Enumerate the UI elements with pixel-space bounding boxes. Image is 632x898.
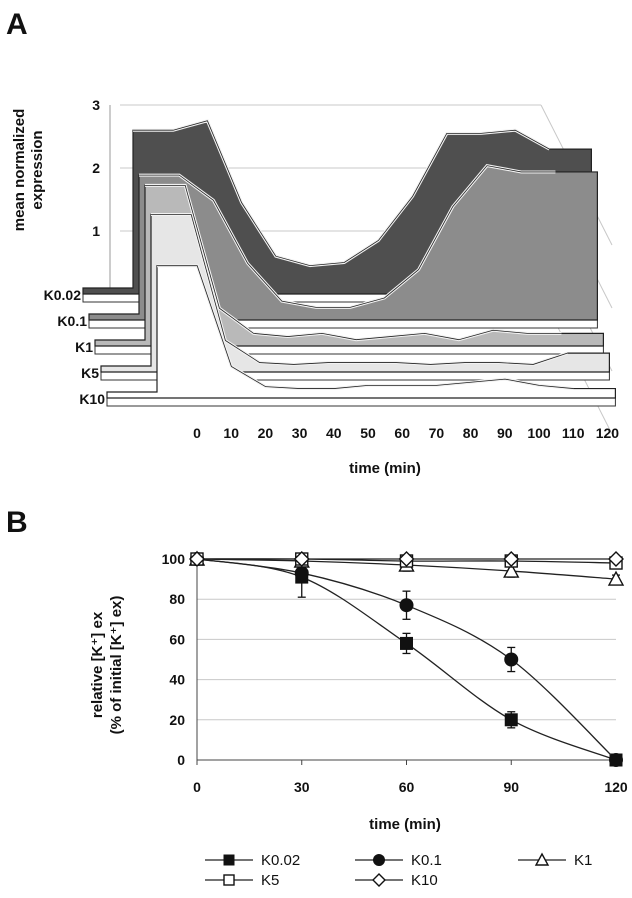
y-axis-label-line2: (% of initial [K⁺] ex) [108, 596, 125, 735]
legend-label: K0.1 [411, 852, 442, 869]
x-tick-label: 30 [292, 425, 308, 441]
y-axis-label: mean normalizedexpression [11, 109, 46, 232]
series-line-K0.1 [196, 558, 617, 761]
area-edge-K0.1 [139, 165, 556, 308]
layer-label: K0.1 [57, 313, 87, 329]
data-point-K0.1 [504, 652, 519, 667]
data-point-K10 [503, 551, 520, 567]
x-tick-label: 70 [429, 425, 445, 441]
x-tick-label: 120 [596, 425, 620, 441]
data-point-K0.1 [399, 598, 414, 613]
x-tick-label: 20 [258, 425, 274, 441]
legend-marker-K10 [372, 873, 386, 887]
y-axis-label-line1: mean normalized [11, 109, 28, 232]
x-tick-label: 10 [223, 425, 239, 441]
x-tick-label: 120 [604, 779, 628, 795]
x-tick-label: 90 [503, 779, 519, 795]
y-tick-label: 60 [169, 631, 185, 647]
y-tick-label: 2 [92, 160, 100, 176]
data-point-K0.02 [504, 713, 518, 727]
layer-label: K10 [79, 391, 105, 407]
x-tick-label: 100 [527, 425, 551, 441]
y-tick-label: 1 [92, 223, 100, 239]
y-tick-label: 80 [169, 591, 185, 607]
data-point-K0.02 [400, 636, 413, 650]
area-edge-K1 [145, 184, 562, 341]
x-axis-label: time (min) [369, 816, 441, 833]
x-tick-label: 30 [294, 779, 310, 795]
x-axis-label: time (min) [349, 460, 421, 477]
y-tick-label: 20 [169, 712, 185, 728]
x-tick-label: 0 [193, 779, 201, 795]
data-point-K10 [293, 551, 310, 567]
data-point-K0.1 [609, 753, 623, 767]
legend-marker-K0.1 [373, 854, 385, 866]
legend-label: K10 [411, 872, 438, 889]
data-point-K10 [189, 551, 205, 567]
x-tick-label: 90 [497, 425, 513, 441]
y-tick-label: 3 [92, 97, 100, 113]
data-point-K1 [607, 570, 625, 586]
legend-label: K5 [261, 872, 279, 889]
data-point-K10 [608, 551, 624, 567]
panel-b-letter: B [6, 506, 28, 539]
panel-a-letter: A [6, 8, 28, 41]
area-edge-K0.02 [133, 120, 550, 267]
x-tick-label: 80 [463, 425, 479, 441]
y-tick-label: 0 [177, 752, 185, 768]
area-edge-K10 [157, 265, 574, 389]
legend-label: K1 [574, 852, 592, 869]
layer-label: K5 [81, 365, 99, 381]
data-point-K0.1 [294, 566, 309, 581]
legend-marker-K1 [534, 852, 550, 866]
x-tick-label: 60 [394, 425, 410, 441]
x-tick-label: 60 [399, 779, 415, 795]
x-tick-label: 110 [562, 425, 585, 441]
data-point-K1 [503, 562, 520, 578]
panel-b-chart: 0 20 40 60 80 100 0 30 60 90 120 time (min) relative… [89, 550, 628, 889]
layer-floor [106, 397, 616, 407]
y-tick-label: 100 [162, 551, 186, 567]
legend-marker-K5 [223, 874, 235, 886]
legend-marker-K0.02 [223, 854, 235, 866]
layer-label: K0.02 [44, 287, 82, 303]
legend-label: K0.02 [261, 852, 300, 869]
y-axis-label-line2: expression [29, 130, 46, 209]
area-edge-K5 [151, 214, 568, 365]
layer-label: K1 [75, 339, 93, 355]
y-tick-label: 40 [169, 672, 185, 688]
data-point-K10 [398, 551, 415, 567]
panel-a-chart: 0 1 2 3 mean normalizedexpression K0.02 K0.1 K1… [11, 97, 620, 477]
x-tick-label: 40 [326, 425, 342, 441]
x-tick-label: 50 [360, 425, 376, 441]
series-line-K0.02 [196, 558, 617, 761]
y-axis-label-line1: relative [K⁺] ex [89, 611, 106, 718]
x-tick-label: 0 [193, 425, 201, 441]
